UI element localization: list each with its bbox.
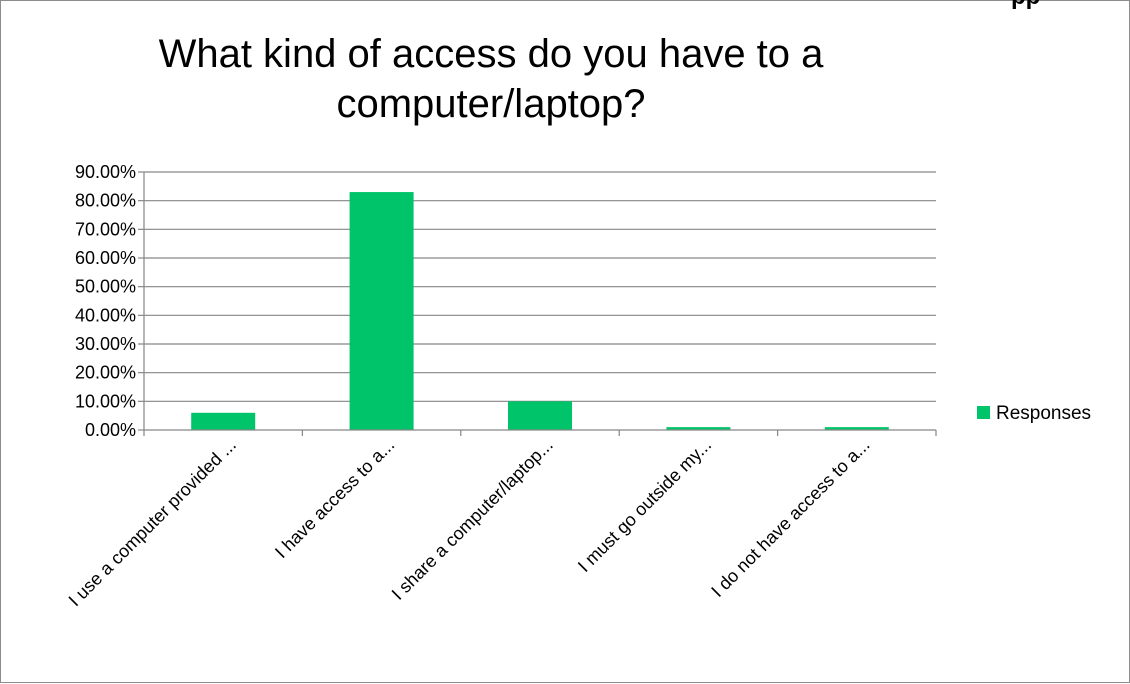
x-category-label: I have access to a... bbox=[271, 435, 398, 562]
y-tick-label: 30.00% bbox=[75, 334, 136, 354]
x-category-label: I use a computer provided ... bbox=[65, 435, 240, 610]
bars bbox=[191, 192, 889, 430]
bar bbox=[349, 192, 414, 430]
axes bbox=[138, 171, 937, 436]
chart-title: What kind of access do you have to a com… bbox=[158, 32, 824, 126]
y-tick-label: 40.00% bbox=[75, 305, 136, 325]
bar bbox=[666, 427, 731, 430]
x-category-label: I do not have access to a... bbox=[707, 435, 873, 601]
x-category-labels: I use a computer provided ... I have acce… bbox=[65, 435, 874, 610]
legend-swatch bbox=[977, 406, 990, 419]
y-tick-label: 0.00% bbox=[85, 420, 136, 440]
y-tick-label: 60.00% bbox=[75, 248, 136, 268]
bar bbox=[824, 427, 889, 430]
y-tick-label: 80.00% bbox=[75, 191, 136, 211]
bar bbox=[508, 401, 572, 430]
y-tick-label: 70.00% bbox=[75, 219, 136, 239]
y-tick-labels: 0.00% 10.00% 20.00% 30.00% 40.00% 50.00% 60.00… bbox=[75, 162, 136, 440]
y-tick-label: 50.00% bbox=[75, 277, 136, 297]
legend-label: Responses bbox=[996, 403, 1091, 424]
x-category-label: I share a computer/laptop... bbox=[388, 435, 557, 604]
y-tick-label: 10.00% bbox=[75, 391, 136, 411]
gridlines bbox=[144, 171, 936, 402]
cropped-text-fragment: pp bbox=[1011, 0, 1130, 10]
y-tick-label: 20.00% bbox=[75, 363, 136, 383]
x-category-label: I must go outside my... bbox=[574, 435, 715, 576]
bar bbox=[191, 412, 256, 430]
legend: Responses bbox=[977, 403, 1091, 424]
y-tick-label: 90.00% bbox=[75, 162, 136, 182]
